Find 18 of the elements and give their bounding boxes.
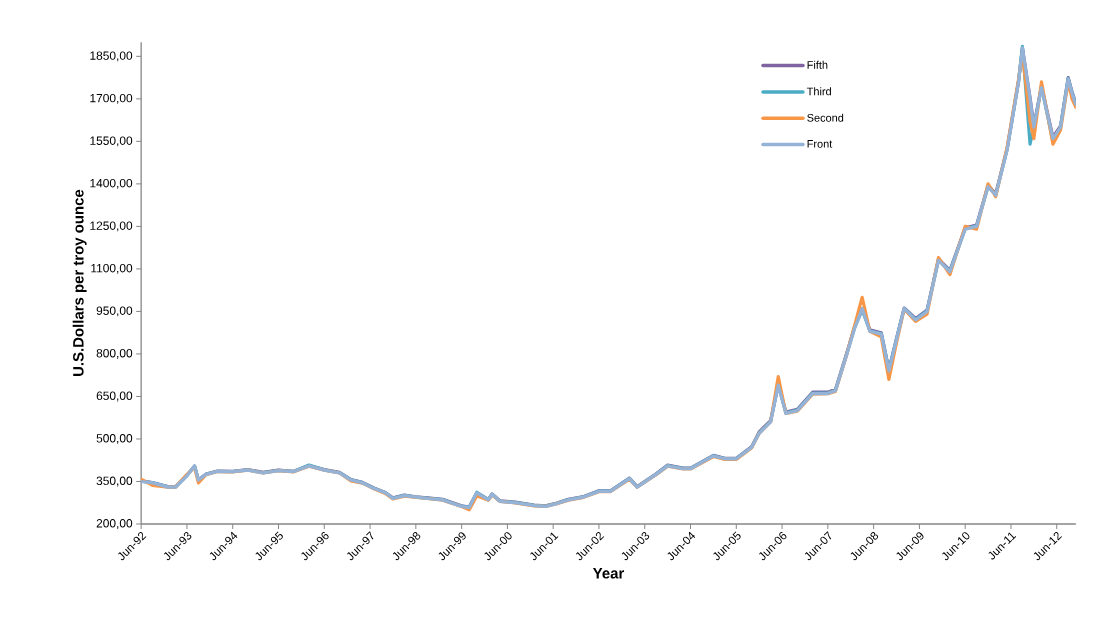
y-tick-label: 1100,00 <box>91 263 133 274</box>
y-tick-label: 950,00 <box>96 306 133 317</box>
y-tick-label: 1700,00 <box>90 93 133 104</box>
y-tick-label: 1400,00 <box>90 178 133 189</box>
y-axis-title: U.S.Dollars per troy ounce <box>72 189 87 376</box>
y-tick-label: 500,00 <box>96 433 133 444</box>
y-tick-label: 650,00 <box>96 391 133 402</box>
y-tick-label: 200,00 <box>96 518 133 529</box>
legend-label: Second <box>807 113 844 122</box>
y-tick-label: 1250,00 <box>90 221 133 232</box>
y-tick-label: 350,00 <box>96 476 133 487</box>
y-tick-label: 1850,00 <box>90 51 133 62</box>
y-tick-label: 1550,00 <box>90 136 133 147</box>
legend-label: Fifth <box>807 60 828 69</box>
legend-label: Third <box>806 87 831 96</box>
x-axis-title: Year <box>592 568 625 579</box>
y-tick-label: 800,00 <box>96 348 133 359</box>
legend-label: Front <box>807 139 833 148</box>
